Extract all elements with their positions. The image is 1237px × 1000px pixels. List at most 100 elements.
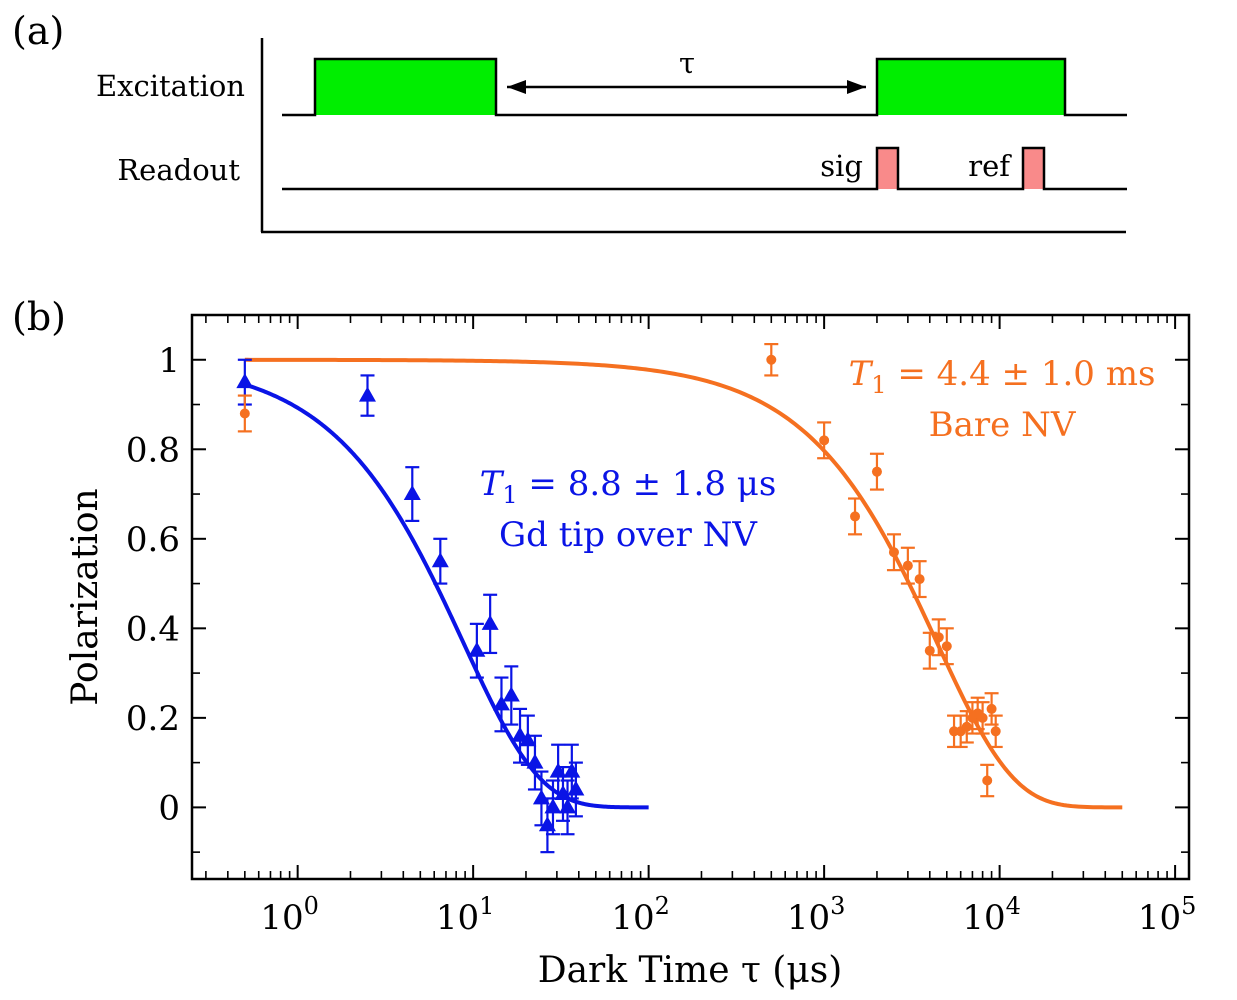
- data-point: [431, 537, 449, 585]
- triangle-marker: [544, 798, 562, 814]
- excitation-row-label: Excitation: [96, 69, 245, 103]
- data-point: [526, 734, 544, 791]
- circle-marker: [914, 574, 925, 585]
- plot-frame: [190, 313, 1191, 881]
- tau-label: τ: [679, 46, 695, 80]
- circle-marker: [850, 511, 861, 522]
- circle-marker: [941, 641, 952, 652]
- x-tick-label: 103: [787, 892, 846, 938]
- triangle-marker: [532, 789, 550, 805]
- y-tick-label: 0.2: [126, 699, 180, 739]
- data-point: [848, 497, 863, 536]
- triangle-marker: [358, 386, 376, 402]
- panel-a-label: (a): [12, 9, 64, 53]
- circle-marker: [888, 547, 899, 558]
- tau-arrow-right-head: [847, 80, 866, 94]
- annotation-description: Bare NV: [929, 405, 1077, 445]
- y-tick-label: 0.6: [126, 520, 180, 560]
- x-tick-label: 102: [611, 892, 670, 938]
- ref-label: ref: [968, 149, 1012, 183]
- panel-b-label: (b): [12, 295, 66, 339]
- circle-marker: [990, 726, 1001, 737]
- data-point: [931, 618, 946, 657]
- y-tick-label: 1: [158, 341, 180, 381]
- circle-marker: [961, 721, 972, 732]
- triangle-marker: [492, 695, 510, 711]
- triangle-marker: [567, 780, 585, 796]
- triangle-marker: [538, 816, 556, 832]
- circle-marker: [871, 466, 882, 477]
- circle-marker: [982, 775, 993, 786]
- y-axis-label: Polarization: [65, 488, 106, 705]
- fit-curve-series-2: [244, 357, 1123, 810]
- readout-trace: [282, 146, 1127, 191]
- data-point: [988, 714, 1003, 749]
- fit-curves: [244, 357, 1123, 810]
- data-point: [492, 676, 510, 733]
- data-point: [358, 374, 376, 417]
- circle-marker: [819, 435, 830, 446]
- data-point: [912, 560, 927, 599]
- circle-marker: [766, 354, 777, 365]
- fit-curve-series-1: [244, 382, 649, 810]
- x-axis-label: Dark Time τ (μs): [538, 950, 843, 991]
- circle-marker: [902, 560, 913, 571]
- y-axis-ticks: [192, 314, 1189, 853]
- triangle-marker: [549, 762, 567, 778]
- data-point: [984, 692, 999, 726]
- tau-arrow-left-head: [507, 80, 526, 94]
- excitation-trace: [282, 57, 1127, 117]
- triangle-marker: [563, 762, 581, 778]
- x-axis-tick-labels: 100 101 102 103 104 105: [260, 892, 1196, 938]
- x-tick-label: 104: [962, 892, 1021, 938]
- x-axis-ticks: [205, 315, 1177, 879]
- annotation-t1-value: T1 = 4.4 ± 1.0 ms: [849, 354, 1156, 399]
- y-tick-label: 0: [158, 788, 180, 828]
- excitation-pulse-1: [315, 59, 496, 115]
- series-annotations: T1 = 8.8 ± 1.8 μs Gd tip over NV T1 = 4.4 …: [480, 354, 1156, 555]
- annotation-t1-value: T1 = 8.8 ± 1.8 μs: [480, 464, 777, 509]
- triangle-marker: [526, 753, 544, 769]
- data-point: [502, 665, 520, 726]
- data-point: [975, 701, 990, 735]
- readout-reference-pulse: [1023, 148, 1044, 189]
- data-point: [237, 394, 252, 433]
- circle-marker: [239, 408, 250, 419]
- x-tick-label: 105: [1138, 892, 1197, 938]
- data-point: [980, 763, 995, 798]
- circle-marker: [933, 632, 944, 643]
- triangle-marker: [559, 798, 577, 814]
- excitation-pulse-2: [877, 59, 1065, 115]
- triangle-marker: [431, 552, 449, 568]
- data-point: [481, 593, 499, 655]
- x-tick-label: 101: [436, 892, 495, 938]
- data-point: [817, 421, 832, 460]
- data-point: [869, 452, 884, 491]
- triangle-marker: [403, 485, 421, 501]
- triangle-marker: [481, 614, 499, 630]
- data-point: [567, 761, 585, 818]
- sig-label: sig: [820, 149, 863, 183]
- circle-marker: [986, 703, 997, 714]
- triangle-marker: [236, 373, 254, 389]
- data-point: [922, 631, 937, 670]
- data-point: [900, 546, 915, 585]
- annotation-description: Gd tip over NV: [499, 515, 758, 555]
- data-point: [764, 342, 779, 377]
- x-tick-label: 100: [260, 892, 319, 938]
- y-tick-label: 0.4: [126, 609, 180, 649]
- triangle-marker: [519, 731, 537, 747]
- data-point: [939, 627, 954, 666]
- polarization-chart: 100 101 102 103 104 105 0 0.2 0.4 0.6 0.8 1 T1 = 8…: [65, 313, 1196, 991]
- circle-marker: [924, 645, 935, 656]
- data-point: [468, 622, 486, 679]
- pulse-sequence-diagram: (a) Excitation Readout τ sig ref: [12, 9, 1127, 234]
- readout-row-label: Readout: [117, 153, 240, 187]
- circle-marker: [977, 712, 988, 723]
- data-point: [403, 466, 421, 523]
- data-markers: [236, 342, 1003, 854]
- y-axis-tick-labels: 0 0.2 0.4 0.6 0.8 1: [126, 341, 180, 829]
- readout-signal-pulse: [877, 148, 898, 189]
- triangle-marker: [468, 641, 486, 657]
